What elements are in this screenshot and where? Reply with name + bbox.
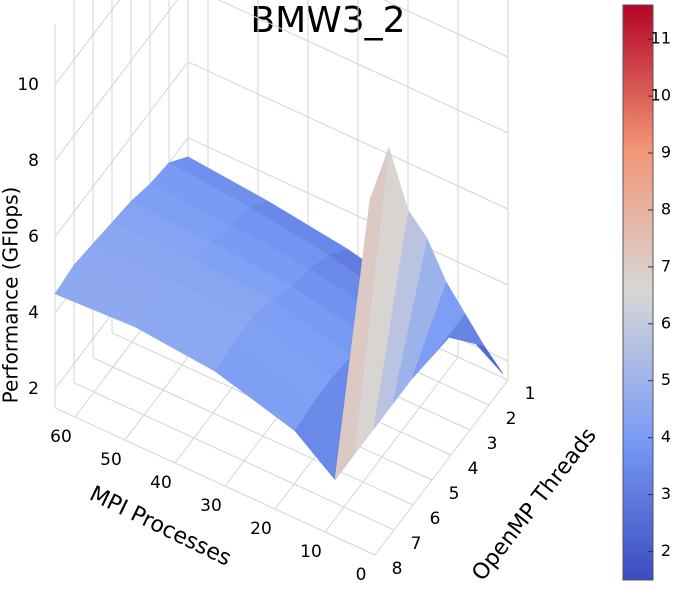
colorbar: [622, 4, 654, 581]
floor-grid-line: [92, 357, 414, 506]
y-tick-label: 2: [506, 409, 517, 429]
z-tick-label: 6: [28, 227, 39, 247]
y-tick-label: 5: [449, 484, 460, 504]
z-tick-label: 10: [17, 75, 39, 95]
y-tick-label: 8: [392, 559, 403, 579]
x-tick-label: 0: [356, 565, 367, 585]
x-tick-label: 60: [50, 427, 72, 447]
colorbar-tick-label: 11: [651, 29, 671, 48]
colorbar-tick-label: 7: [661, 256, 671, 275]
x-tick-label: 50: [100, 450, 122, 470]
z-axis-label: Performance (GFlops): [0, 187, 23, 404]
z-tick-label: 4: [28, 303, 39, 323]
y-tick-label: 4: [468, 459, 479, 479]
colorbar-tick-label: 5: [661, 370, 671, 389]
colorbar-tick-label: 4: [661, 427, 671, 446]
wall-grid-line: [217, 0, 509, 134]
y-tick-label: 6: [430, 509, 441, 529]
colorbar-tick-label: 6: [661, 313, 671, 332]
z-tick-label: 8: [28, 151, 39, 171]
y-tick-label: 1: [525, 384, 536, 404]
wall-grid-line: [382, 0, 509, 58]
floor-grid-line: [73, 382, 395, 531]
wall-grid-line: [187, 137, 509, 286]
x-tick-label: 20: [250, 519, 272, 539]
colorbar-tick-label: 9: [661, 143, 671, 162]
colorbar-tick-label: 3: [661, 484, 671, 503]
wall-grid-line: [54, 0, 121, 86]
y-tick-label: 7: [411, 534, 422, 554]
wall-grid-line: [187, 61, 509, 210]
y-tick-label: 3: [487, 434, 498, 454]
colorbar-tick-label: 10: [651, 86, 671, 105]
surface-patch: [334, 147, 390, 481]
x-tick-label: 10: [300, 542, 322, 562]
floor-grid-line: [324, 356, 459, 533]
wall-grid-line: [54, 0, 178, 162]
colorbar-tick-label: 2: [661, 541, 671, 560]
colorbar-tick-label: 8: [661, 199, 671, 218]
z-tick-label: 2: [28, 379, 39, 399]
x-tick-label: 40: [150, 473, 172, 493]
floor-grid-line: [54, 407, 376, 556]
wall-grid-line: [54, 61, 189, 238]
chart-title: BMW3_2: [250, 0, 405, 41]
x-tick-label: 30: [200, 496, 222, 516]
floor-grid-line: [374, 379, 509, 556]
